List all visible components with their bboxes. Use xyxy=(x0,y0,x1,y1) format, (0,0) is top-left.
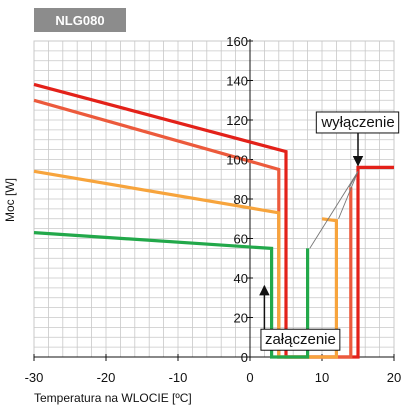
x-tick-label: -20 xyxy=(97,370,116,385)
y-tick-label: 120 xyxy=(226,113,248,128)
chart-title: NLG080 xyxy=(55,13,104,28)
x-tick-label: -30 xyxy=(25,370,44,385)
chart-title-badge xyxy=(34,8,126,32)
x-axis-title: Temperatura na WLOCIE [ºC] xyxy=(34,391,192,405)
x-tick-label: 10 xyxy=(315,370,329,385)
y-tick-label: 100 xyxy=(226,153,248,168)
annotation-label-1: wyłączenie xyxy=(320,114,394,131)
grid xyxy=(33,40,395,358)
y-tick-label: 20 xyxy=(234,311,248,326)
x-tick-label: 0 xyxy=(246,370,253,385)
annotation-helper-line xyxy=(338,171,359,219)
y-tick-label: 60 xyxy=(234,232,248,247)
annotation-box-2 xyxy=(260,328,341,351)
tick-labels: -30 -20 -10 0 10 20 0 20 40 60 80 100 120 140 160 xyxy=(25,34,402,385)
y-tick-label: 160 xyxy=(226,34,248,49)
annotations: wyłączenie załączenie xyxy=(259,111,400,351)
annotation-label-2: załączenie xyxy=(265,331,336,348)
y-axis-title: Moc [W] xyxy=(3,178,17,222)
y-tick-label: 0 xyxy=(241,350,248,365)
y-tick-label: 40 xyxy=(234,271,248,286)
y-tick-label: 140 xyxy=(226,74,248,89)
series-line-4 xyxy=(33,231,310,359)
x-tick-label: -10 xyxy=(169,370,188,385)
y-tick-label: 80 xyxy=(234,192,248,207)
annotation-helper-line xyxy=(309,171,359,249)
series-group xyxy=(33,82,394,359)
x-tick-label: 20 xyxy=(387,370,401,385)
